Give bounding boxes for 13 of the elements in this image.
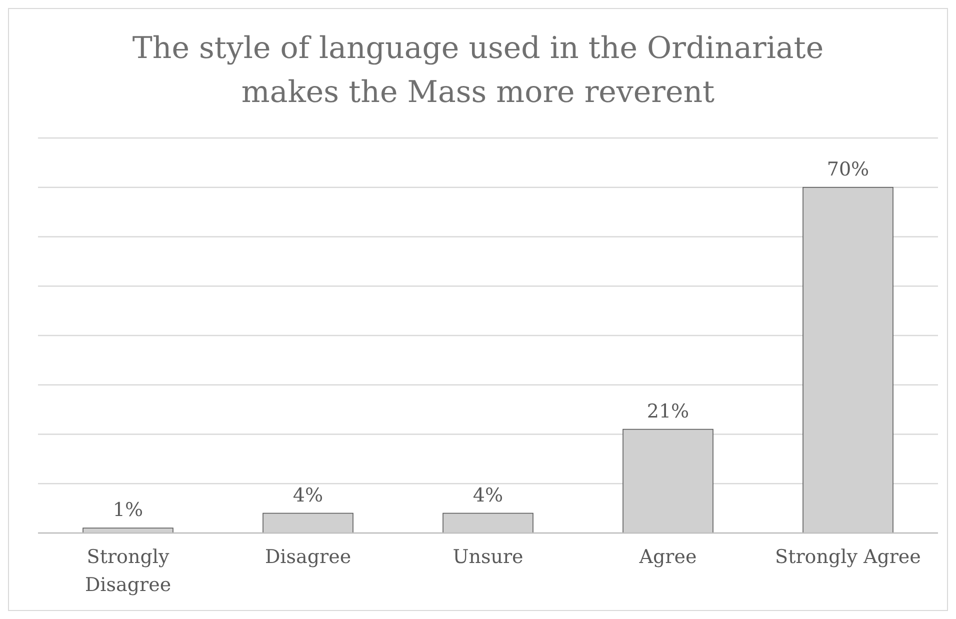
x-tick-label: Disagree bbox=[264, 546, 352, 568]
data-label: 4% bbox=[292, 484, 324, 506]
data-label: 21% bbox=[646, 400, 690, 422]
x-tick-label: Agree bbox=[638, 546, 697, 568]
bar bbox=[442, 512, 534, 534]
x-tick-label: Strongly Disagree bbox=[84, 546, 172, 596]
data-label: 4% bbox=[472, 484, 504, 506]
data-label: 70% bbox=[826, 158, 870, 180]
data-label: 1% bbox=[112, 499, 144, 522]
x-tick-label: Strongly Agree bbox=[775, 546, 921, 568]
chart-title: The style of language used in the Ordinariate makes the Mass more reverent bbox=[132, 31, 824, 110]
bar bbox=[262, 512, 354, 534]
x-tick-label: Unsure bbox=[452, 546, 524, 568]
